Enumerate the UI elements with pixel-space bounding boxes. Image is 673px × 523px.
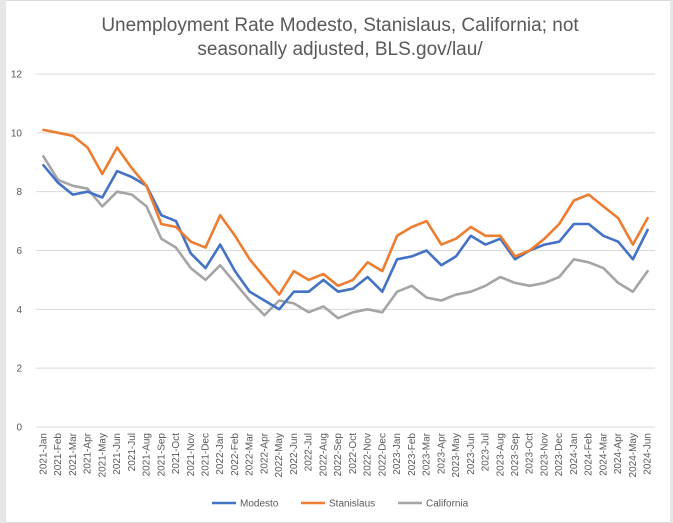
x-tick-label-2021-Jan: 2021-Jan	[38, 433, 49, 475]
x-tick-label-2021-Sep: 2021-Sep	[156, 433, 167, 477]
x-tick-label-2023-Mar: 2023-Mar	[422, 432, 433, 475]
window-edge-right	[670, 0, 673, 523]
series-line-california	[42, 155, 649, 320]
x-tick-label-2024-Jan: 2024-Jan	[569, 433, 580, 475]
x-tick-label-2023-Oct: 2023-Oct	[525, 433, 536, 474]
x-tick-label-2022-May: 2022-May	[274, 433, 285, 477]
x-tick-label-2024-Feb: 2024-Feb	[584, 433, 595, 476]
x-tick-label-2022-Oct: 2022-Oct	[348, 433, 359, 474]
y-tick-label-4: 4	[16, 305, 22, 316]
x-tick-label-2021-Aug: 2021-Aug	[142, 433, 153, 476]
legend-label-modesto: Modesto	[240, 499, 279, 510]
x-tick-label-2023-Nov: 2023-Nov	[539, 433, 550, 476]
y-tick-label-6: 6	[16, 246, 22, 257]
y-tick-label-12: 12	[11, 70, 23, 81]
x-tick-label-2021-Oct: 2021-Oct	[171, 433, 182, 474]
x-tick-label-2021-Feb: 2021-Feb	[53, 433, 64, 476]
x-tick-label-2022-Nov: 2022-Nov	[363, 433, 374, 476]
series-line-stanislaus	[42, 128, 649, 296]
x-tick-label-2021-May: 2021-May	[97, 433, 108, 477]
y-tick-label-8: 8	[16, 187, 22, 198]
x-tick-label-2022-Apr: 2022-Apr	[259, 432, 270, 474]
x-tick-label-2022-Jul: 2022-Jul	[304, 433, 315, 471]
series-line-modesto	[42, 163, 649, 311]
x-tick-label-2022-Mar: 2022-Mar	[245, 432, 256, 475]
x-tick-label-2022-Jun: 2022-Jun	[289, 433, 300, 475]
legend-label-stanislaus: Stanislaus	[329, 499, 375, 510]
window-edge-left	[0, 0, 6, 523]
x-tick-label-2024-Mar: 2024-Mar	[598, 432, 609, 475]
legend-label-california: California	[426, 499, 469, 510]
x-tick-label-2023-Apr: 2023-Apr	[436, 432, 447, 474]
x-tick-label-2023-Jan: 2023-Jan	[392, 433, 403, 475]
x-tick-label-2024-Apr: 2024-Apr	[613, 432, 624, 474]
x-tick-label-2023-Sep: 2023-Sep	[510, 433, 521, 477]
x-tick-label-2023-Aug: 2023-Aug	[495, 433, 506, 476]
x-tick-label-2022-Sep: 2022-Sep	[333, 433, 344, 477]
x-tick-label-2021-Nov: 2021-Nov	[186, 433, 197, 476]
x-tick-label-2023-Jun: 2023-Jun	[466, 433, 477, 475]
x-tick-label-2021-Jun: 2021-Jun	[112, 433, 123, 475]
x-tick-label-2021-Dec: 2021-Dec	[200, 433, 211, 476]
y-tick-label-10: 10	[11, 128, 23, 139]
x-tick-label-2023-Feb: 2023-Feb	[407, 433, 418, 476]
x-tick-label-2021-Apr: 2021-Apr	[83, 432, 94, 474]
x-tick-label-2021-Mar: 2021-Mar	[68, 432, 79, 475]
x-tick-label-2023-Dec: 2023-Dec	[554, 433, 565, 476]
x-tick-label-2023-May: 2023-May	[451, 433, 462, 477]
x-tick-label-2022-Jan: 2022-Jan	[215, 433, 226, 475]
y-tick-label-2: 2	[16, 364, 22, 375]
x-tick-label-2022-Dec: 2022-Dec	[377, 433, 388, 476]
chart-title-line-1: Unemployment Rate Modesto, Stanislaus, C…	[101, 15, 579, 36]
x-tick-label-2022-Feb: 2022-Feb	[230, 433, 241, 476]
x-tick-label-2024-May: 2024-May	[628, 433, 639, 477]
x-tick-label-2024-Jun: 2024-Jun	[643, 433, 654, 475]
x-tick-label-2021-Jul: 2021-Jul	[127, 433, 138, 471]
chart-title-line-2: seasonally adjusted, BLS.gov/lau/	[197, 39, 483, 60]
x-tick-label-2022-Aug: 2022-Aug	[318, 433, 329, 476]
x-tick-label-2023-Jul: 2023-Jul	[481, 433, 492, 471]
y-tick-label-0: 0	[16, 423, 22, 434]
